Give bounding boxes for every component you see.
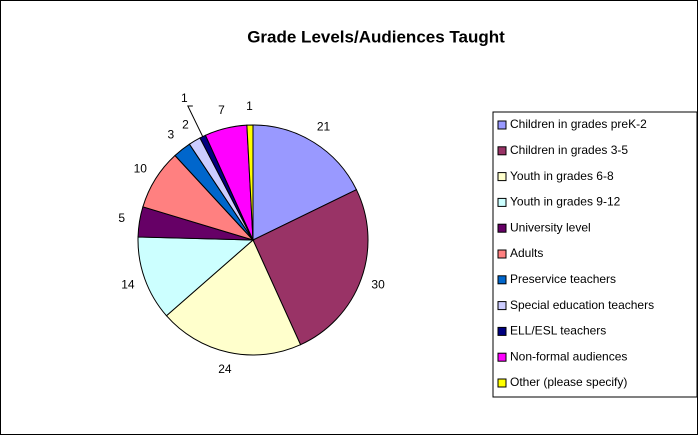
data-label: 24 xyxy=(218,362,232,376)
legend-label: Non-formal audiences xyxy=(510,349,627,363)
chart-title: Grade Levels/Audiences Taught xyxy=(247,27,505,46)
legend-swatch xyxy=(497,378,507,388)
data-label: 7 xyxy=(218,103,225,117)
legend-box xyxy=(492,111,698,398)
legend-swatch xyxy=(497,120,507,130)
data-label: 10 xyxy=(134,162,148,176)
legend-swatch xyxy=(497,352,507,362)
legend-label: ELL/ESL teachers xyxy=(510,324,606,338)
pie-slice xyxy=(137,236,255,317)
legend-swatch xyxy=(497,146,507,156)
legend-swatch xyxy=(497,223,507,233)
data-label: 5 xyxy=(118,211,125,225)
pie-slice xyxy=(252,189,369,346)
data-label: 2 xyxy=(182,118,189,132)
data-label: 1 xyxy=(181,91,188,105)
data-label: 1 xyxy=(246,99,253,113)
legend-label: Adults xyxy=(510,246,543,260)
leader-line xyxy=(187,105,204,137)
legend-label: University level xyxy=(510,220,591,234)
legend-swatch xyxy=(497,275,507,285)
data-label: 30 xyxy=(371,277,385,291)
legend-swatch xyxy=(497,197,507,207)
legend-swatch xyxy=(497,172,507,182)
pie-slice xyxy=(246,124,254,241)
pie-slice xyxy=(252,124,358,241)
data-label: 21 xyxy=(317,119,331,133)
pie-slice xyxy=(165,239,302,356)
legend-swatch xyxy=(497,301,507,311)
data-label: 3 xyxy=(168,128,175,142)
data-label: 14 xyxy=(121,277,135,291)
legend-label: Children in grades preK-2 xyxy=(510,117,647,131)
legend-label: Preservice teachers xyxy=(510,272,616,286)
legend-label: Youth in grades 9-12 xyxy=(510,195,621,209)
legend-label: Youth in grades 6-8 xyxy=(510,169,614,183)
legend-label: Other (please specify) xyxy=(510,375,627,389)
legend-swatch xyxy=(497,326,507,336)
legend-swatch xyxy=(497,249,507,259)
legend-label: Special education teachers xyxy=(510,298,654,312)
legend-label: Children in grades 3-5 xyxy=(510,143,628,157)
